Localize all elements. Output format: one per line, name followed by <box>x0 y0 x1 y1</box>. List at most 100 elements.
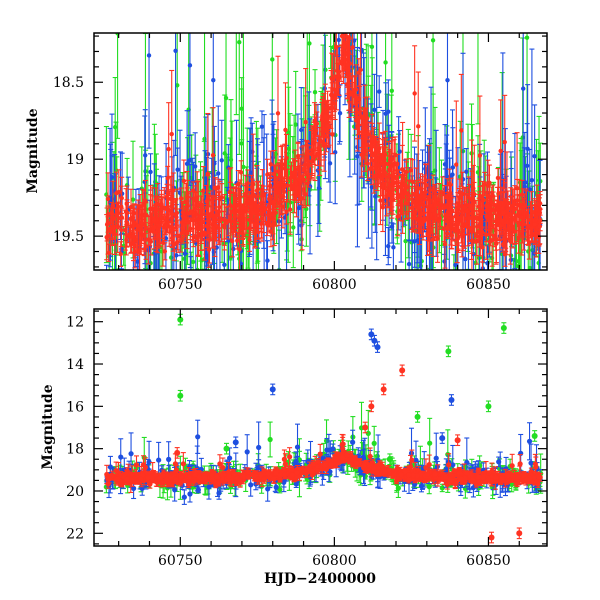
data-point <box>459 128 464 133</box>
top-data-layer <box>103 2 543 305</box>
data-point <box>365 116 370 121</box>
data-point <box>323 67 328 73</box>
data-point <box>200 219 205 224</box>
data-point <box>527 265 533 270</box>
data-point <box>498 148 503 154</box>
data-point <box>219 158 224 163</box>
data-point <box>395 214 400 219</box>
data-point <box>524 35 530 40</box>
data-point <box>175 233 181 239</box>
data-point <box>104 292 108 296</box>
data-point <box>477 153 483 158</box>
data-point <box>236 216 242 221</box>
data-point <box>305 21 309 25</box>
data-point <box>265 172 270 177</box>
data-point <box>389 88 395 93</box>
data-point <box>456 234 461 240</box>
data-point <box>275 111 281 116</box>
data-point <box>462 205 467 210</box>
data-point <box>165 176 170 181</box>
data-point <box>237 39 242 45</box>
data-point <box>299 223 304 228</box>
data-point <box>128 216 133 222</box>
data-point <box>312 154 318 160</box>
data-point <box>332 87 337 92</box>
data-point <box>469 211 474 216</box>
data-point <box>301 166 307 172</box>
data-point <box>511 299 515 303</box>
data-point <box>259 124 265 129</box>
data-point <box>452 293 456 297</box>
data-point <box>223 95 229 101</box>
data-point <box>454 162 459 167</box>
data-point <box>430 38 436 43</box>
data-point <box>514 259 519 264</box>
data-point <box>312 90 318 95</box>
data-point <box>234 10 238 14</box>
data-point <box>183 271 187 275</box>
data-point <box>368 166 373 172</box>
data-point <box>143 153 148 158</box>
data-point <box>412 91 417 96</box>
data-point <box>445 77 450 83</box>
data-point <box>321 141 327 146</box>
data-point <box>534 206 540 212</box>
data-point <box>119 227 124 233</box>
data-point <box>166 146 171 152</box>
data-point <box>222 262 227 267</box>
data-point <box>373 194 378 199</box>
data-point <box>293 122 298 127</box>
data-point <box>412 238 417 244</box>
data-point <box>152 277 156 281</box>
data-point <box>247 237 252 243</box>
data-point <box>340 23 344 27</box>
data-point <box>173 212 179 217</box>
data-point <box>329 105 335 111</box>
data-point <box>235 238 240 243</box>
data-point <box>295 153 301 159</box>
data-point <box>124 237 129 243</box>
data-point <box>276 169 281 174</box>
data-point <box>532 153 537 159</box>
data-point <box>453 214 458 219</box>
data-point <box>404 191 409 196</box>
data-point <box>202 230 207 235</box>
data-point <box>265 258 270 263</box>
data-point <box>489 199 494 205</box>
data-point <box>423 189 428 195</box>
data-point <box>248 170 254 175</box>
data-point <box>239 141 244 146</box>
data-point <box>174 253 179 258</box>
data-point <box>532 280 536 284</box>
data-point <box>376 168 381 174</box>
data-point <box>169 131 174 137</box>
data-point <box>192 164 198 169</box>
data-point <box>378 198 383 203</box>
data-point <box>148 169 153 175</box>
data-point <box>374 18 378 22</box>
data-point <box>495 175 501 181</box>
data-point <box>109 210 115 216</box>
data-point <box>134 227 140 233</box>
data-point <box>425 231 430 237</box>
data-point <box>131 273 135 277</box>
data-point <box>189 295 193 299</box>
data-point <box>114 191 119 196</box>
data-point <box>517 209 522 214</box>
data-point <box>190 217 195 223</box>
data-point <box>476 2 480 6</box>
data-point <box>448 203 453 209</box>
data-point <box>369 138 375 143</box>
data-point <box>502 139 507 145</box>
data-point <box>459 215 464 220</box>
data-point <box>211 77 216 83</box>
data-point <box>396 193 401 198</box>
data-point <box>155 234 160 239</box>
data-point <box>442 301 446 305</box>
data-point <box>148 260 153 266</box>
data-point <box>489 238 495 243</box>
data-point <box>453 293 457 297</box>
data-point <box>170 199 176 205</box>
data-point <box>192 206 198 211</box>
data-point <box>327 161 333 166</box>
